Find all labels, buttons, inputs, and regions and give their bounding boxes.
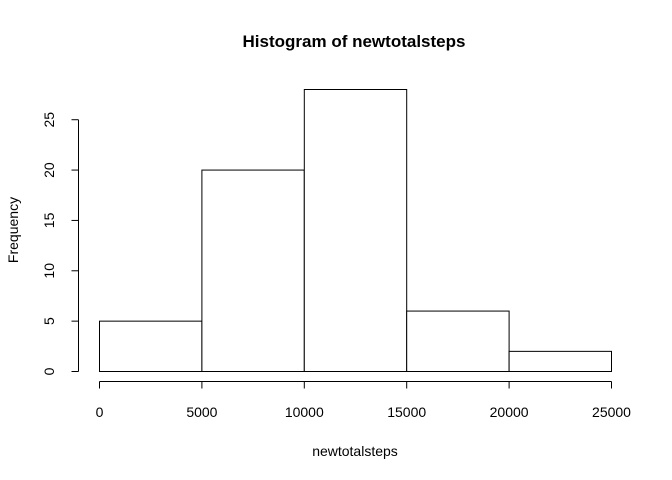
x-axis-label: newtotalsteps [312,443,398,459]
histogram-bar-3 [406,310,510,373]
y-tick-label-4: 20 [41,162,57,178]
y-tick-label-5: 25 [41,112,57,128]
histogram-bar-0 [99,320,203,372]
y-tick-label-1: 5 [41,317,57,325]
x-tick-label-3: 15000 [387,404,426,420]
chart-title: Histogram of newtotalsteps [243,32,466,51]
x-tick-label-0: 0 [96,404,104,420]
bars-group [99,89,613,373]
y-axis-label: Frequency [5,197,21,263]
x-tick-label-1: 5000 [186,404,217,420]
x-tick-label-4: 20000 [490,404,529,420]
histogram-bar-2 [303,89,408,372]
y-axis: 0 5 10 15 20 25 [41,112,79,375]
y-tick-label-2: 10 [41,263,57,279]
x-axis: 0 5000 10000 15000 20000 25000 [96,381,631,420]
histogram-bar-1 [201,169,305,372]
y-tick-label-3: 15 [41,212,57,228]
y-tick-label-0: 0 [41,367,57,375]
histogram-bar-4 [508,350,613,373]
x-tick-label-5: 25000 [592,404,631,420]
x-tick-label-2: 10000 [285,404,324,420]
